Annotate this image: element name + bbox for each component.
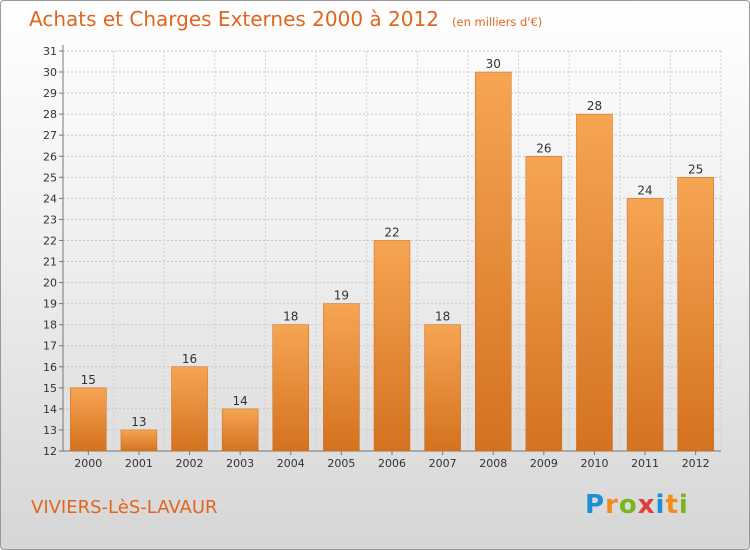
y-tick-label: 20 — [43, 277, 57, 290]
bar — [221, 408, 259, 452]
x-tick-label: 2001 — [125, 457, 153, 470]
data-label: 30 — [486, 57, 501, 71]
bar — [272, 324, 310, 452]
logo-letter: x — [637, 490, 656, 520]
y-tick-label: 25 — [43, 171, 57, 184]
bar — [474, 71, 512, 452]
x-tick-label: 2007 — [429, 457, 457, 470]
data-label: 16 — [182, 352, 197, 366]
bar — [120, 429, 158, 452]
x-tick-label: 2008 — [479, 457, 507, 470]
data-label: 19 — [334, 289, 349, 303]
y-tick-label: 27 — [43, 129, 57, 142]
bar — [424, 324, 461, 452]
data-label: 18 — [283, 310, 298, 324]
labels: 15 2000 13 2001 16 2002 14 2003 18 2004 19 2005 22 20… — [74, 57, 709, 470]
y-tick-label: 21 — [43, 256, 57, 269]
x-tick-label: 2000 — [74, 457, 102, 470]
x-tick-label: 2006 — [378, 457, 406, 470]
logo-letter: P — [585, 490, 606, 520]
y-tick-label: 17 — [43, 340, 57, 353]
y-tick-label: 22 — [43, 234, 57, 247]
y-tick-label: 31 — [43, 45, 57, 58]
data-label: 25 — [688, 162, 703, 176]
commune-name: VIVIERS-LèS-LAVAUR — [31, 497, 218, 518]
bar — [677, 177, 714, 452]
bar — [323, 303, 360, 452]
data-label: 28 — [587, 99, 602, 113]
data-label: 24 — [637, 183, 652, 197]
title-row: Achats et Charges Externes 2000 à 2012 (… — [29, 7, 542, 31]
x-tick-label: 2005 — [327, 457, 355, 470]
logo-letter: i — [655, 490, 666, 520]
bars — [70, 71, 714, 452]
logo-letter: t — [665, 490, 679, 520]
proxiti-logo: Proxiti — [585, 490, 689, 520]
y-tick-label: 12 — [43, 445, 57, 458]
data-label: 26 — [536, 141, 551, 155]
x-tick-label: 2010 — [580, 457, 608, 470]
y-tick-label: 29 — [43, 87, 57, 100]
y-tick-label: 24 — [43, 192, 57, 205]
x-tick-label: 2002 — [176, 457, 204, 470]
y-tick-label: 15 — [43, 382, 57, 395]
bar — [576, 113, 613, 452]
x-tick-label: 2009 — [530, 457, 558, 470]
chart-title: Achats et Charges Externes 2000 à 2012 — [29, 7, 439, 31]
data-label: 15 — [81, 373, 96, 387]
bar — [373, 240, 411, 452]
logo-letter: i — [678, 490, 689, 520]
y-tick-label: 14 — [43, 403, 57, 416]
x-tick-label: 2003 — [226, 457, 254, 470]
bar — [171, 366, 208, 452]
x-tick-label: 2004 — [277, 457, 305, 470]
bar — [525, 156, 563, 452]
data-label: 13 — [131, 415, 146, 429]
y-tick-label: 26 — [43, 150, 57, 163]
logo-letter: r — [605, 490, 619, 520]
bar — [626, 198, 664, 452]
y-tick-label: 28 — [43, 108, 57, 121]
y-tick-label: 23 — [43, 213, 57, 226]
y-tick-label: 13 — [43, 424, 57, 437]
data-label: 14 — [233, 394, 248, 408]
y-tick-label: 30 — [43, 66, 57, 79]
chart-subtitle: (en milliers d'€) — [452, 15, 543, 29]
y-tick-label: 19 — [43, 298, 57, 311]
logo-letter: o — [618, 490, 638, 520]
y-tick-label: 18 — [43, 319, 57, 332]
y-tick-label: 16 — [43, 361, 57, 374]
data-label: 22 — [384, 225, 399, 239]
data-label: 18 — [435, 310, 450, 324]
x-tick-label: 2011 — [631, 457, 659, 470]
bar — [70, 387, 107, 452]
x-tick-label: 2012 — [682, 457, 710, 470]
